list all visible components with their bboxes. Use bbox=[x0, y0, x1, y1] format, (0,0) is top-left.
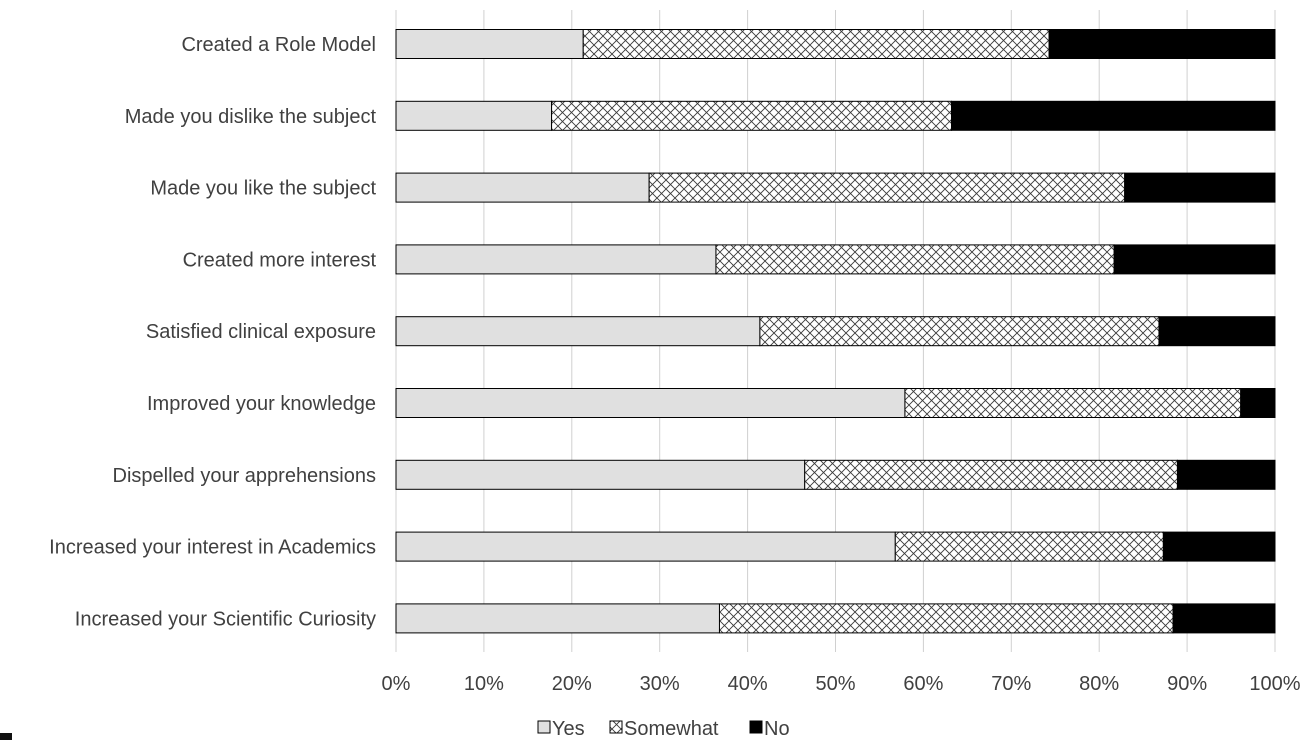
category-label: Dispelled your apprehensions bbox=[113, 465, 377, 487]
bar-segment-yes bbox=[395, 459, 806, 490]
bar-segment-yes bbox=[395, 29, 584, 59]
category-label: Improved your knowledge bbox=[147, 393, 376, 415]
category-labels: Created a Role Model Made you dislike the… bbox=[49, 34, 376, 630]
bar-segment-no bbox=[1158, 316, 1276, 347]
x-tick-label: 70% bbox=[991, 673, 1031, 695]
bar-segment-somewhat bbox=[648, 172, 1126, 203]
category-label: Created a Role Model bbox=[181, 34, 376, 56]
x-tick-label: 0% bbox=[382, 673, 411, 695]
x-tick-labels: 0% 10% 20% 30% 40% 50% 60% 70% 80% 90% 100% bbox=[382, 673, 1301, 695]
x-tick-label: 90% bbox=[1167, 673, 1207, 695]
bar-segment-somewhat bbox=[715, 244, 1115, 275]
x-tick-label: 100% bbox=[1249, 673, 1300, 695]
x-tick-label: 60% bbox=[903, 673, 943, 695]
bar-segment-no bbox=[1124, 172, 1276, 203]
bars bbox=[395, 29, 1276, 634]
category-label: Satisfied clinical exposure bbox=[146, 321, 376, 343]
legend: Yes Somewhat No bbox=[537, 718, 790, 740]
bar-segment-no bbox=[1162, 531, 1276, 562]
bar-segment-somewhat bbox=[759, 316, 1160, 347]
bar-segment-no bbox=[1176, 459, 1276, 490]
bar-segment-yes bbox=[395, 603, 720, 634]
bar-segment-somewhat bbox=[894, 531, 1164, 562]
category-label: Increased your interest in Academics bbox=[49, 537, 376, 559]
bar-segment-somewhat bbox=[551, 100, 953, 131]
bar-segment-yes bbox=[395, 244, 717, 275]
legend-swatch-no bbox=[749, 720, 763, 734]
bar-segment-no bbox=[1113, 244, 1276, 275]
bar-segment-yes bbox=[395, 100, 553, 131]
bar-segment-no bbox=[1172, 603, 1276, 634]
bar-segment-yes bbox=[395, 388, 906, 418]
legend-swatch-somewhat bbox=[609, 720, 623, 734]
x-tick-label: 20% bbox=[552, 673, 592, 695]
x-tick-label: 30% bbox=[640, 673, 680, 695]
bar-segment-yes bbox=[395, 172, 650, 203]
corner-mark bbox=[0, 733, 12, 740]
legend-label-yes: Yes bbox=[552, 718, 585, 740]
x-tick-label: 50% bbox=[815, 673, 855, 695]
category-label: Created more interest bbox=[183, 249, 377, 271]
x-tick-label: 40% bbox=[728, 673, 768, 695]
x-tick-label: 10% bbox=[464, 673, 504, 695]
bar-segment-somewhat bbox=[582, 29, 1050, 59]
legend-label-no: No bbox=[764, 718, 790, 740]
bar-segment-somewhat bbox=[804, 459, 1178, 490]
bar-segment-no bbox=[1048, 29, 1276, 59]
legend-label-somewhat: Somewhat bbox=[624, 718, 719, 740]
legend-swatch-yes bbox=[537, 720, 551, 734]
bar-segment-no bbox=[951, 100, 1276, 131]
category-label: Made you like the subject bbox=[150, 178, 376, 200]
bar-segment-yes bbox=[395, 316, 761, 347]
category-label: Increased your Scientific Curiosity bbox=[75, 608, 376, 630]
bar-segment-somewhat bbox=[904, 388, 1242, 418]
bar-segment-yes bbox=[395, 531, 896, 562]
x-tick-label: 80% bbox=[1079, 673, 1119, 695]
category-label: Made you dislike the subject bbox=[125, 106, 377, 128]
bar-segment-no bbox=[1240, 388, 1276, 418]
bar-segment-somewhat bbox=[718, 603, 1174, 634]
